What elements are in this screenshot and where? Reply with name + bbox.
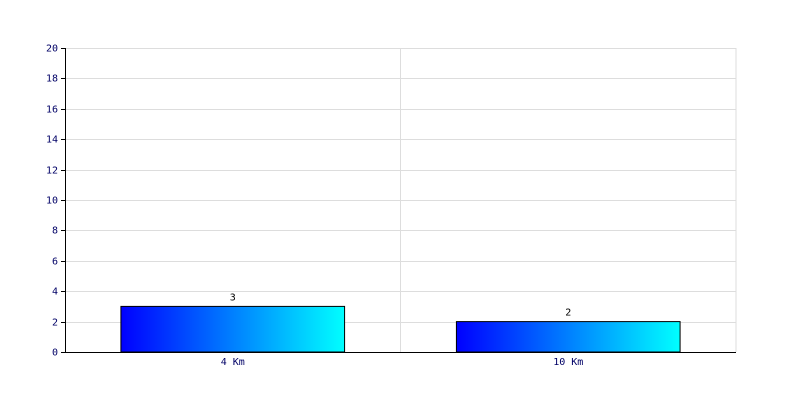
data-label: 3 xyxy=(230,292,236,303)
x-tick-label: 10 Km xyxy=(553,357,583,368)
y-tick-label: 12 xyxy=(46,166,58,177)
bar xyxy=(120,305,346,353)
y-tick-label: 2 xyxy=(52,318,58,329)
y-tick-label: 4 xyxy=(52,287,58,298)
y-tick-label: 20 xyxy=(46,44,58,55)
y-tick-label: 16 xyxy=(46,105,58,116)
y-tick-label: 18 xyxy=(46,74,58,85)
data-label: 2 xyxy=(565,308,571,319)
y-tick-label: 0 xyxy=(52,348,58,359)
bar xyxy=(455,321,681,353)
y-tick-label: 6 xyxy=(52,257,58,268)
y-tick-label: 8 xyxy=(52,226,58,237)
x-tick-label: 4 Km xyxy=(221,357,245,368)
y-tick-label: 10 xyxy=(46,196,58,207)
y-tick-label: 14 xyxy=(46,135,58,146)
